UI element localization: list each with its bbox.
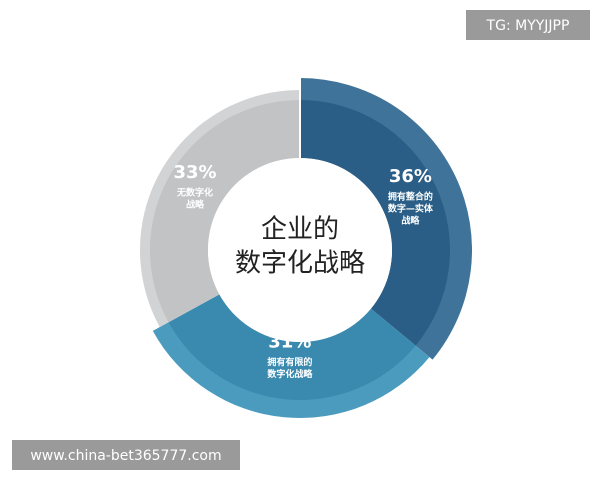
segment bbox=[149, 100, 300, 323]
labels: 36%拥有整合的数字—实体战略31%拥有有限的数字化战略33%无数字化战略企业的… bbox=[173, 162, 433, 380]
segment-label: 数字化战略 bbox=[267, 368, 313, 380]
value-label: 31% bbox=[268, 332, 311, 353]
watermark-box bbox=[12, 440, 240, 470]
watermark: TG: MYYJJPP bbox=[486, 18, 570, 34]
donut bbox=[139, 78, 472, 419]
value-label: 33% bbox=[173, 162, 216, 183]
watermark-box bbox=[466, 10, 590, 40]
center-title: 企业的 bbox=[261, 215, 339, 245]
segment-label: 拥有有限的 bbox=[267, 356, 312, 368]
value-label: 36% bbox=[389, 166, 432, 187]
hole bbox=[208, 158, 392, 342]
segment-label: 战略 bbox=[186, 198, 205, 210]
segment-label: 战略 bbox=[401, 215, 420, 227]
segment-label: 数字—实体 bbox=[388, 203, 434, 215]
segment-outer bbox=[152, 321, 430, 419]
watermark: www.china-bet365777.com bbox=[30, 448, 221, 464]
segment-label: 拥有整合的 bbox=[388, 191, 433, 203]
center-title: 数字化战略 bbox=[235, 249, 365, 279]
segment bbox=[300, 100, 450, 346]
segment bbox=[168, 294, 416, 400]
segment-label: 无数字化 bbox=[176, 186, 213, 198]
segment-outer bbox=[139, 90, 300, 328]
segment-outer bbox=[300, 78, 472, 360]
